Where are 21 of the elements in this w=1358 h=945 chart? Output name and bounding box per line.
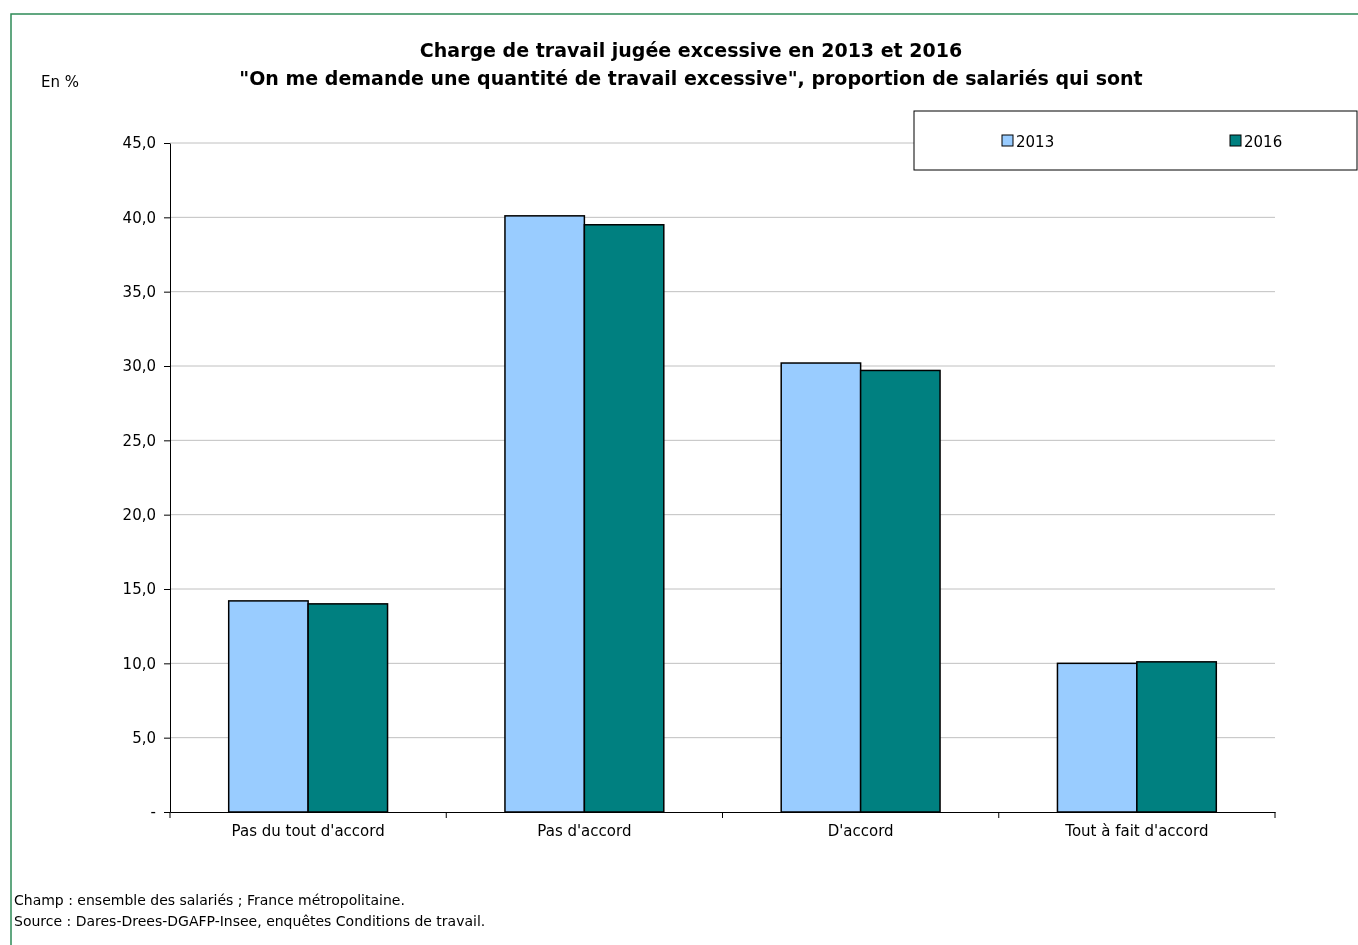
y-tick-label: 25,0 bbox=[122, 431, 156, 450]
y-tick-label: 15,0 bbox=[122, 580, 156, 599]
y-axis-title: En % bbox=[41, 73, 80, 91]
y-tick-label: 45,0 bbox=[122, 134, 156, 153]
y-tick-label: 40,0 bbox=[122, 208, 156, 227]
source-note: Source : Dares-Drees-DGAFP-Insee, enquêtes Conditions de travail. bbox=[14, 913, 486, 929]
y-tick-label: 10,0 bbox=[122, 654, 156, 673]
legend-label: 2013 bbox=[1016, 133, 1055, 151]
y-tick-label: 30,0 bbox=[122, 357, 156, 376]
y-tick-label: - bbox=[150, 803, 156, 822]
x-tick-label: Tout à fait d'accord bbox=[1064, 822, 1209, 840]
y-tick-label: 35,0 bbox=[122, 282, 156, 301]
text: Champ : ensemble des salariés ; France métropolitaine. bbox=[14, 892, 405, 908]
chart-title: Charge de travail jugée excessive en 2013 et 2016 bbox=[419, 39, 963, 61]
y-tick-label: 5,0 bbox=[132, 728, 156, 747]
y-tick-label: 20,0 bbox=[122, 505, 156, 524]
x-tick-label: D'accord bbox=[827, 822, 894, 840]
legend-label: 2016 bbox=[1244, 133, 1283, 151]
x-tick-label: Pas du tout d'accord bbox=[231, 822, 385, 840]
x-tick-label: Pas d'accord bbox=[537, 822, 632, 840]
chart-subtitle: "On me demande une quantité de travail excessive", proportion de salariés qui sont bbox=[239, 67, 1143, 89]
